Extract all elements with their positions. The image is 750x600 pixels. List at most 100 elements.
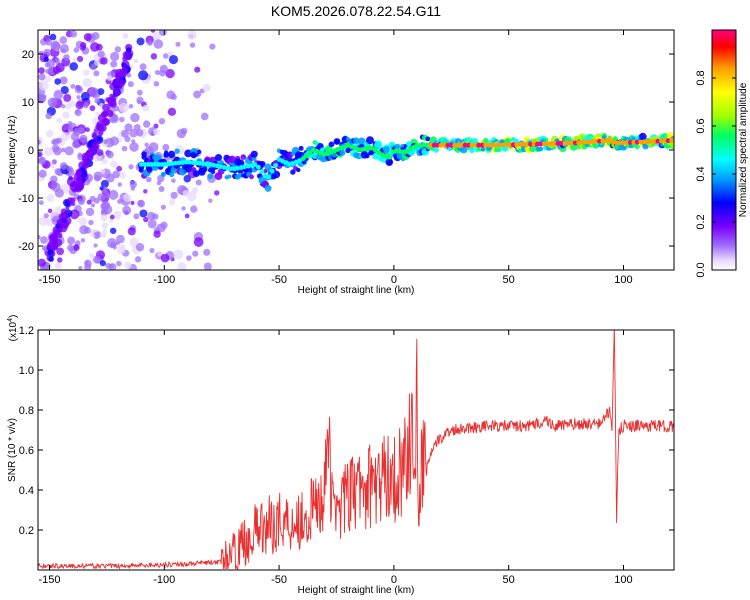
spectrogram-cell xyxy=(201,166,208,173)
spectrogram-cell xyxy=(124,123,133,132)
spectrogram-cell xyxy=(166,90,176,100)
spectrogram-cell xyxy=(117,79,126,88)
spectrogram-cell xyxy=(38,73,46,81)
spectrogram-cell xyxy=(49,102,56,109)
spectrogram-cell xyxy=(84,259,92,268)
spectrogram-cell xyxy=(95,123,104,131)
spectrogram-cell xyxy=(150,30,156,33)
spectrogram-cell xyxy=(116,165,123,172)
spectrogram-cell xyxy=(59,162,68,170)
spectrogram-cell xyxy=(447,146,453,152)
spectrogram-cell xyxy=(73,47,80,53)
spectrogram-ridge-point xyxy=(304,153,310,159)
spectrogram-cell xyxy=(143,189,148,194)
spectrogram-ridge-point xyxy=(614,140,619,146)
spectrogram-ridge-point xyxy=(438,142,444,148)
spectrogram-cell xyxy=(195,179,202,186)
spectrogram-cell xyxy=(121,145,128,152)
spectrogram-ridge-point xyxy=(586,139,592,145)
snr-xlabel: Height of straight line (km) xyxy=(298,585,415,596)
spectrogram-ridge-point xyxy=(600,138,606,144)
spectrogram-ridge-point xyxy=(404,149,409,155)
spectrogram-cell xyxy=(78,266,83,270)
spectrogram-ridge-point xyxy=(256,164,261,170)
spectrogram-cell xyxy=(59,36,68,45)
spectrogram-cell xyxy=(80,42,87,49)
spectrogram-cell xyxy=(113,210,122,220)
spectrogram-cell xyxy=(67,197,74,203)
spectrogram-ytick-label: -20 xyxy=(18,241,34,253)
colorbar-label: Normalized spectral amplitude xyxy=(738,82,749,217)
spectrogram-cell xyxy=(38,234,41,240)
spectrogram-cell xyxy=(159,64,168,73)
spectrogram-cell xyxy=(163,53,169,59)
spectrogram-cell xyxy=(101,222,108,229)
spectrogram-cell xyxy=(72,57,77,62)
spectrogram-cell xyxy=(93,174,101,182)
spectrogram-cell xyxy=(101,202,109,210)
spectrogram-cell xyxy=(142,104,150,112)
spectrogram-cell xyxy=(98,130,104,137)
spectrogram-ridge-point xyxy=(617,140,623,146)
snr-xtick-label: -50 xyxy=(271,574,287,586)
spectrogram-cell xyxy=(69,62,79,71)
spectrogram-cell xyxy=(180,127,188,135)
spectrogram-ylabel: Frequency (Hz) xyxy=(7,116,18,185)
spectrogram-cell xyxy=(106,110,114,118)
spectrogram-cell xyxy=(228,155,237,164)
spectrogram-cell xyxy=(51,42,61,51)
spectrogram-cell xyxy=(249,174,254,180)
snr-series-line xyxy=(38,330,674,570)
spectrogram-cell xyxy=(40,236,48,244)
spectrogram-cell xyxy=(38,258,46,267)
spectrogram-ridge-point xyxy=(366,145,372,151)
spectrogram-ridge-point xyxy=(414,142,420,148)
spectrogram-cell xyxy=(372,152,379,160)
spectrogram-cell xyxy=(55,62,65,73)
spectrogram-cell xyxy=(69,30,78,38)
spectrogram-cell xyxy=(54,78,61,85)
spectrogram-cell xyxy=(38,80,49,91)
spectrogram-cell xyxy=(47,249,54,256)
spectrogram-cell xyxy=(75,109,80,115)
spectrogram-ridge-point xyxy=(273,162,279,168)
spectrogram-ridge-point xyxy=(149,162,155,167)
spectrogram-cell xyxy=(170,191,178,199)
spectrogram-cell xyxy=(70,181,78,188)
spectrogram-ridge-point xyxy=(621,140,626,146)
spectrogram-cell xyxy=(62,111,70,119)
spectrogram-cell xyxy=(158,117,166,125)
spectrogram-cell xyxy=(74,85,83,94)
spectrogram-ridge-point xyxy=(552,141,558,146)
spectrogram-cell xyxy=(272,170,281,179)
spectrogram-cell xyxy=(43,147,54,157)
spectrogram-ridge-point xyxy=(435,142,440,148)
spectrogram-cell xyxy=(89,195,96,202)
spectrogram-ridge-point xyxy=(421,142,427,148)
spectrogram-cell xyxy=(143,216,149,223)
snr-xtick-label: 0 xyxy=(391,574,397,586)
spectrogram-cell xyxy=(64,146,74,156)
spectrogram-cell xyxy=(69,209,80,220)
spectrogram-cell xyxy=(208,198,213,203)
spectrogram-cell xyxy=(109,241,116,248)
spectrogram-ridge-point xyxy=(534,141,540,147)
spectrogram-cell xyxy=(94,231,100,237)
spectrogram-cell xyxy=(136,89,143,96)
spectrogram-cell xyxy=(99,186,104,191)
snr-ylabel: SNR (10 * v/v) xyxy=(7,418,18,482)
spectrogram-cell xyxy=(43,56,49,62)
spectrogram-cell xyxy=(97,88,105,96)
spectrogram-cell xyxy=(93,243,98,248)
spectrogram-cell xyxy=(110,160,118,168)
spectrogram-cell xyxy=(251,156,257,162)
spectrogram-ridge-point xyxy=(483,142,489,148)
spectrogram-cell xyxy=(121,129,130,138)
spectrogram-cell xyxy=(45,39,52,46)
spectrogram-cell xyxy=(109,218,114,223)
spectrogram-cell xyxy=(116,234,125,244)
spectrogram-cell xyxy=(79,134,88,143)
spectrogram-cell xyxy=(38,152,42,158)
spectrogram-cell xyxy=(105,96,112,103)
spectrogram-ridge-point xyxy=(665,138,671,144)
